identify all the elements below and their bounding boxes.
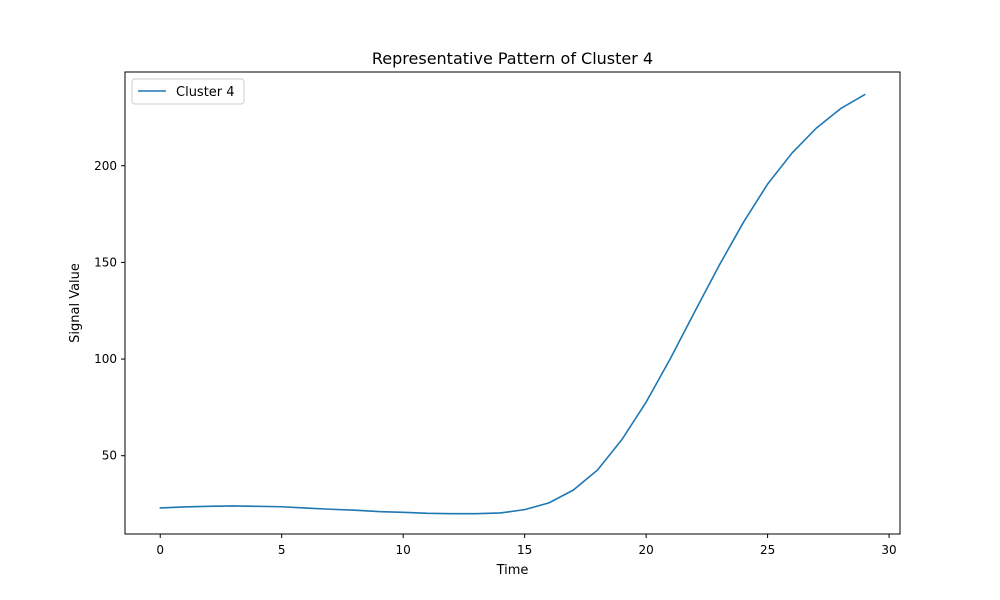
plot-frame — [124, 71, 901, 535]
legend-label: Cluster 4 — [176, 85, 235, 100]
legend-box — [131, 78, 245, 105]
series-line-cluster-4 — [159, 93, 866, 515]
x-tick-label: 10 — [396, 543, 411, 557]
y-tick-label: 100 — [94, 352, 117, 366]
x-axis-ticks: 0 5 10 15 20 25 30 — [156, 534, 897, 557]
plot-area — [159, 93, 866, 515]
x-tick-label: 25 — [760, 543, 775, 557]
x-tick-label: 5 — [278, 543, 286, 557]
y-tick-label: 50 — [102, 449, 117, 463]
legend: Cluster 4 — [131, 78, 245, 105]
y-tick-label: 150 — [94, 255, 117, 269]
chart-title: Representative Pattern of Cluster 4 — [372, 49, 653, 68]
y-axis-ticks: 50 100 150 200 — [94, 159, 125, 463]
y-axis-label: Signal Value — [68, 263, 83, 343]
x-tick-label: 15 — [517, 543, 532, 557]
x-tick-label: 0 — [156, 543, 164, 557]
x-axis-label: Time — [496, 563, 529, 578]
x-tick-label: 30 — [881, 543, 896, 557]
x-tick-label: 20 — [638, 543, 653, 557]
y-tick-label: 200 — [94, 159, 117, 173]
